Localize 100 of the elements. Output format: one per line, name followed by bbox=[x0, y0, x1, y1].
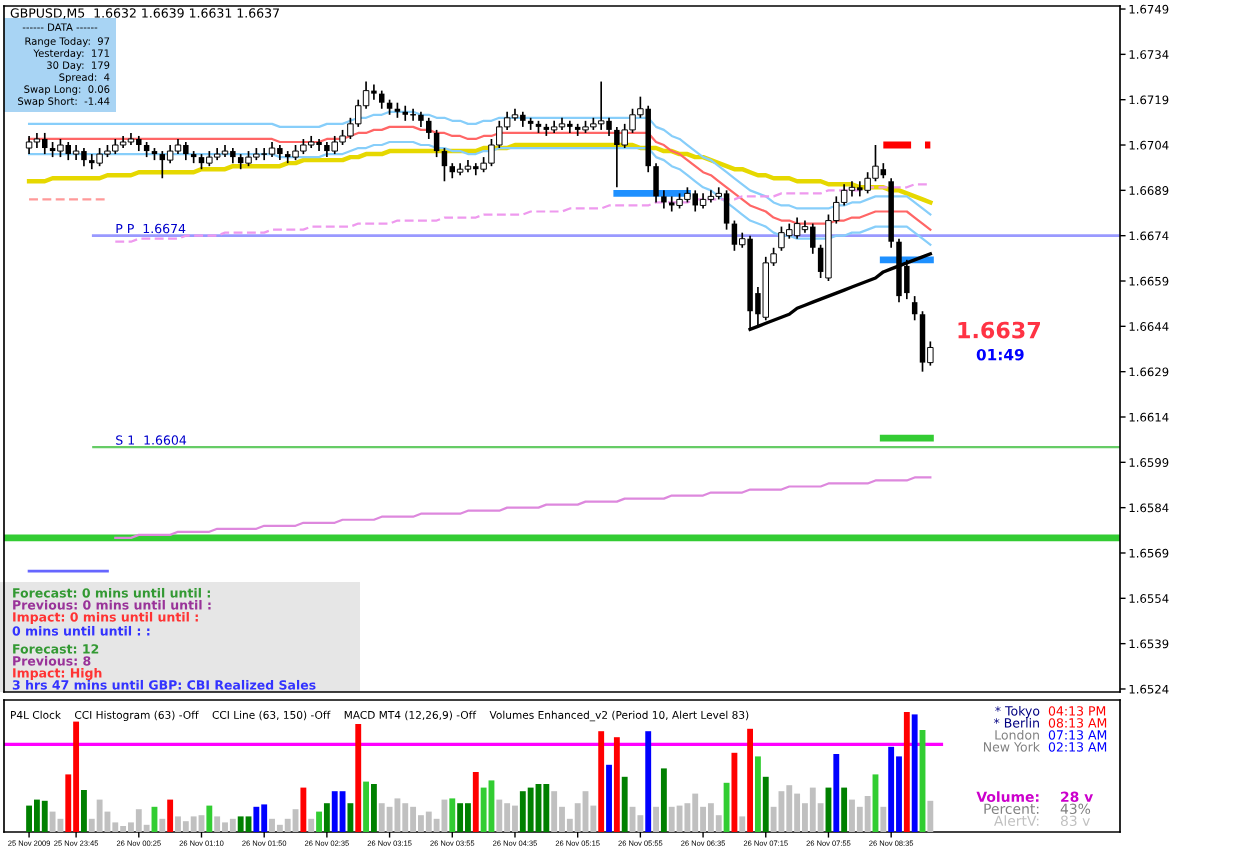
bar bbox=[339, 791, 346, 832]
bar bbox=[96, 799, 103, 832]
bar bbox=[323, 803, 330, 832]
candlestick bbox=[81, 147, 87, 168]
candlestick bbox=[614, 126, 620, 189]
candlestick bbox=[166, 144, 174, 164]
bar bbox=[606, 764, 612, 832]
bar bbox=[660, 768, 667, 832]
bar bbox=[809, 787, 816, 832]
candlestick bbox=[778, 225, 785, 252]
bar bbox=[41, 800, 48, 832]
bar bbox=[425, 811, 432, 832]
candlestick bbox=[65, 141, 72, 161]
bar bbox=[613, 737, 620, 832]
bar bbox=[206, 805, 213, 832]
bar bbox=[637, 815, 644, 832]
bar bbox=[308, 818, 315, 832]
candlestick bbox=[661, 189, 667, 210]
bar bbox=[927, 800, 934, 832]
bar bbox=[73, 721, 80, 832]
candlestick bbox=[567, 120, 573, 134]
bar bbox=[833, 754, 840, 832]
bar bbox=[190, 816, 197, 832]
bar bbox=[762, 776, 769, 832]
bar bbox=[182, 821, 189, 832]
bar bbox=[449, 798, 456, 832]
candlestick bbox=[857, 180, 863, 198]
bar bbox=[888, 746, 895, 832]
candlestick bbox=[911, 295, 918, 322]
candlestick bbox=[793, 216, 801, 240]
bar bbox=[794, 793, 801, 832]
bar bbox=[519, 791, 526, 832]
bar bbox=[778, 791, 785, 832]
bar bbox=[120, 826, 127, 832]
bar bbox=[33, 799, 40, 832]
candlestick bbox=[606, 116, 612, 137]
bar bbox=[331, 791, 338, 832]
candlestick bbox=[371, 83, 377, 101]
candlestick bbox=[89, 153, 95, 171]
candlestick bbox=[183, 141, 189, 161]
bar bbox=[527, 787, 534, 832]
candlestick bbox=[731, 219, 738, 252]
candlestick bbox=[723, 189, 730, 231]
candlestick bbox=[433, 129, 440, 158]
bar bbox=[598, 731, 605, 832]
bar bbox=[269, 818, 275, 832]
candlestick bbox=[810, 222, 816, 255]
bar bbox=[222, 822, 228, 832]
bar bbox=[276, 824, 283, 832]
bar bbox=[229, 818, 236, 832]
bar bbox=[849, 799, 855, 832]
candlestick bbox=[473, 162, 479, 177]
candlestick bbox=[25, 135, 33, 155]
bar bbox=[504, 803, 511, 832]
candlestick bbox=[331, 135, 338, 155]
candlestick bbox=[441, 147, 448, 183]
bar bbox=[723, 782, 730, 832]
bar bbox=[621, 776, 628, 832]
bar bbox=[472, 772, 479, 832]
bar bbox=[57, 818, 64, 832]
candlestick bbox=[653, 162, 659, 204]
bar bbox=[692, 793, 699, 832]
candlestick bbox=[260, 147, 268, 161]
bar bbox=[167, 799, 174, 832]
bar bbox=[903, 712, 910, 832]
bar bbox=[754, 756, 761, 832]
candlestick bbox=[316, 138, 322, 152]
bar bbox=[355, 724, 362, 832]
candlestick bbox=[872, 144, 879, 183]
candlestick bbox=[426, 116, 432, 140]
bar bbox=[386, 806, 393, 832]
bar bbox=[159, 818, 166, 832]
candlestick bbox=[96, 147, 103, 168]
bar bbox=[410, 806, 417, 832]
bar bbox=[911, 714, 918, 832]
bar bbox=[653, 806, 659, 832]
bar bbox=[261, 804, 268, 832]
bar bbox=[645, 731, 652, 832]
bar bbox=[402, 803, 409, 832]
bar bbox=[747, 728, 754, 832]
bar bbox=[707, 803, 714, 832]
candlestick bbox=[597, 80, 605, 131]
bar bbox=[551, 791, 558, 832]
bar bbox=[81, 790, 87, 832]
candlestick bbox=[42, 132, 48, 155]
bar bbox=[378, 803, 385, 832]
bar bbox=[731, 752, 738, 832]
candlestick bbox=[57, 138, 64, 158]
candlestick bbox=[692, 189, 698, 213]
bar bbox=[457, 803, 464, 832]
bar bbox=[739, 816, 746, 832]
bar bbox=[668, 806, 675, 832]
bar bbox=[135, 809, 142, 832]
bar bbox=[347, 803, 354, 832]
candlestick bbox=[864, 171, 871, 195]
candlestick bbox=[159, 150, 166, 180]
candlestick bbox=[379, 89, 385, 110]
bar bbox=[880, 806, 887, 832]
bar bbox=[864, 796, 871, 832]
text: 1.6637 bbox=[958, 321, 1040, 339]
